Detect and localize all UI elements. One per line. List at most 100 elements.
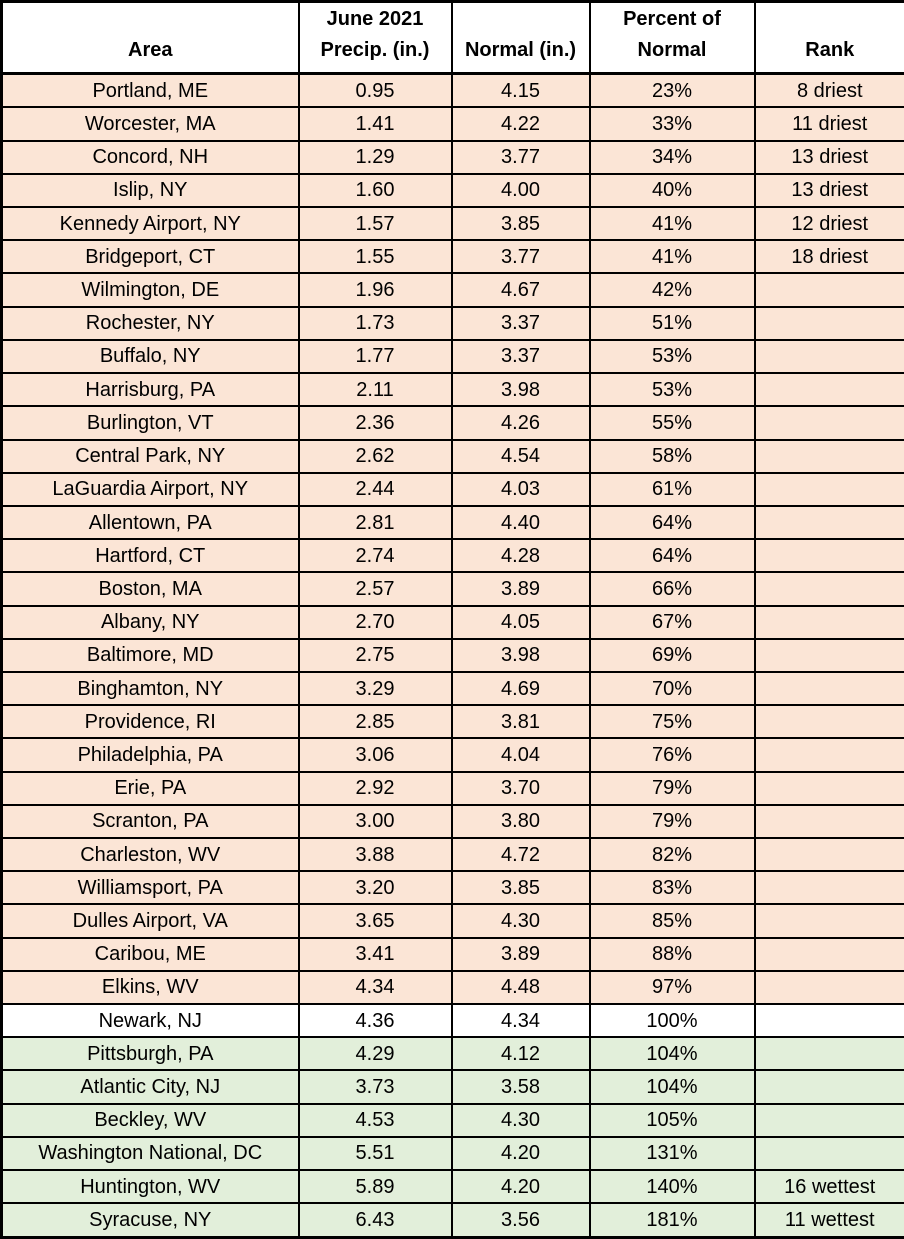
cell-normal: 4.15 <box>450 72 591 109</box>
cell-percent: 82% <box>588 836 756 873</box>
cell-percent: 75% <box>588 704 756 740</box>
table-row: Syracuse, NY 6.43 3.56 181% 11 wettest <box>0 1202 904 1239</box>
cell-area: Wilmington, DE <box>0 272 300 308</box>
cell-precip: 2.74 <box>297 538 453 574</box>
col-header-percent-line1: Percent of <box>623 8 721 30</box>
cell-percent: 61% <box>588 471 756 507</box>
cell-precip: 3.41 <box>297 936 453 972</box>
cell-normal: 4.04 <box>450 737 591 773</box>
cell-normal: 3.81 <box>450 704 591 740</box>
cell-precip: 6.43 <box>297 1202 453 1239</box>
cell-rank <box>753 969 904 1005</box>
cell-normal: 3.77 <box>450 239 591 275</box>
table-row: Boston, MA 2.57 3.89 66% <box>0 571 904 607</box>
cell-normal: 4.40 <box>450 504 591 541</box>
cell-area: Charleston, WV <box>0 836 300 873</box>
cell-precip: 3.29 <box>297 670 453 707</box>
cell-area: Central Park, NY <box>0 438 300 474</box>
cell-percent: 104% <box>588 1036 756 1072</box>
cell-percent: 131% <box>588 1135 756 1171</box>
cell-precip: 4.53 <box>297 1102 453 1138</box>
cell-precip: 1.29 <box>297 139 453 175</box>
cell-area: Pittsburgh, PA <box>0 1036 300 1072</box>
cell-area: Allentown, PA <box>0 504 300 541</box>
table-row: Huntington, WV 5.89 4.20 140% 16 wettest <box>0 1168 904 1205</box>
cell-area: Harrisburg, PA <box>0 372 300 408</box>
cell-rank: 13 driest <box>753 172 904 209</box>
cell-precip: 1.77 <box>297 338 453 375</box>
cell-percent: 140% <box>588 1168 756 1205</box>
cell-rank <box>753 704 904 740</box>
cell-rank <box>753 936 904 972</box>
table-row: Dulles Airport, VA 3.65 4.30 85% <box>0 903 904 939</box>
cell-precip: 2.62 <box>297 438 453 474</box>
table-row: Binghamton, NY 3.29 4.69 70% <box>0 670 904 707</box>
cell-normal: 3.37 <box>450 305 591 341</box>
cell-area: Williamsport, PA <box>0 870 300 906</box>
cell-area: Worcester, MA <box>0 106 300 142</box>
table-row: Newark, NJ 4.36 4.34 100% <box>0 1002 904 1039</box>
cell-rank <box>753 770 904 806</box>
cell-normal: 4.30 <box>450 1102 591 1138</box>
cell-precip: 2.11 <box>297 372 453 408</box>
cell-normal: 4.26 <box>450 405 591 441</box>
cell-precip: 2.44 <box>297 471 453 507</box>
cell-normal: 3.85 <box>450 206 591 242</box>
cell-rank <box>753 338 904 375</box>
cell-area: Baltimore, MD <box>0 637 300 673</box>
cell-area: Bridgeport, CT <box>0 239 300 275</box>
cell-precip: 2.92 <box>297 770 453 806</box>
cell-area: Buffalo, NY <box>0 338 300 375</box>
cell-area: Erie, PA <box>0 770 300 806</box>
cell-normal: 4.12 <box>450 1036 591 1072</box>
cell-percent: 100% <box>588 1002 756 1039</box>
cell-precip: 2.36 <box>297 405 453 441</box>
cell-rank: 18 driest <box>753 239 904 275</box>
table-row: Washington National, DC 5.51 4.20 131% <box>0 1135 904 1171</box>
cell-area: Burlington, VT <box>0 405 300 441</box>
cell-area: Kennedy Airport, NY <box>0 206 300 242</box>
cell-precip: 1.55 <box>297 239 453 275</box>
cell-percent: 97% <box>588 969 756 1005</box>
cell-area: Albany, NY <box>0 604 300 640</box>
cell-percent: 23% <box>588 72 756 109</box>
cell-area: Newark, NJ <box>0 1002 300 1039</box>
table-row: Worcester, MA 1.41 4.22 33% 11 driest <box>0 106 904 142</box>
cell-rank: 16 wettest <box>753 1168 904 1205</box>
cell-area: Atlantic City, NJ <box>0 1069 300 1105</box>
cell-precip: 1.60 <box>297 172 453 209</box>
cell-rank <box>753 504 904 541</box>
col-header-normal-label: Normal (in.) <box>464 39 577 61</box>
table-row: Charleston, WV 3.88 4.72 82% <box>0 836 904 873</box>
table-row: Providence, RI 2.85 3.81 75% <box>0 704 904 740</box>
cell-rank <box>753 405 904 441</box>
col-header-rank: Rank <box>753 0 904 75</box>
col-header-precip-line1: June 2021 <box>326 8 424 30</box>
cell-percent: 181% <box>588 1202 756 1239</box>
cell-rank <box>753 737 904 773</box>
cell-normal: 3.98 <box>450 372 591 408</box>
cell-percent: 58% <box>588 438 756 474</box>
cell-area: Caribou, ME <box>0 936 300 972</box>
cell-rank <box>753 637 904 673</box>
cell-normal: 3.85 <box>450 870 591 906</box>
table-row: Baltimore, MD 2.75 3.98 69% <box>0 637 904 673</box>
cell-precip: 4.34 <box>297 969 453 1005</box>
cell-area: Scranton, PA <box>0 803 300 839</box>
cell-normal: 4.28 <box>450 538 591 574</box>
cell-area: LaGuardia Airport, NY <box>0 471 300 507</box>
cell-rank <box>753 670 904 707</box>
cell-percent: 42% <box>588 272 756 308</box>
cell-rank: 12 driest <box>753 206 904 242</box>
cell-precip: 5.89 <box>297 1168 453 1205</box>
table-row: Beckley, WV 4.53 4.30 105% <box>0 1102 904 1138</box>
table-row: Central Park, NY 2.62 4.54 58% <box>0 438 904 474</box>
table-row: Rochester, NY 1.73 3.37 51% <box>0 305 904 341</box>
table-row: Concord, NH 1.29 3.77 34% 13 driest <box>0 139 904 175</box>
table-body: Portland, ME 0.95 4.15 23% 8 driest Worcester… <box>0 72 904 1239</box>
cell-rank <box>753 372 904 408</box>
col-header-area-label: Area <box>128 39 173 61</box>
cell-percent: 105% <box>588 1102 756 1138</box>
